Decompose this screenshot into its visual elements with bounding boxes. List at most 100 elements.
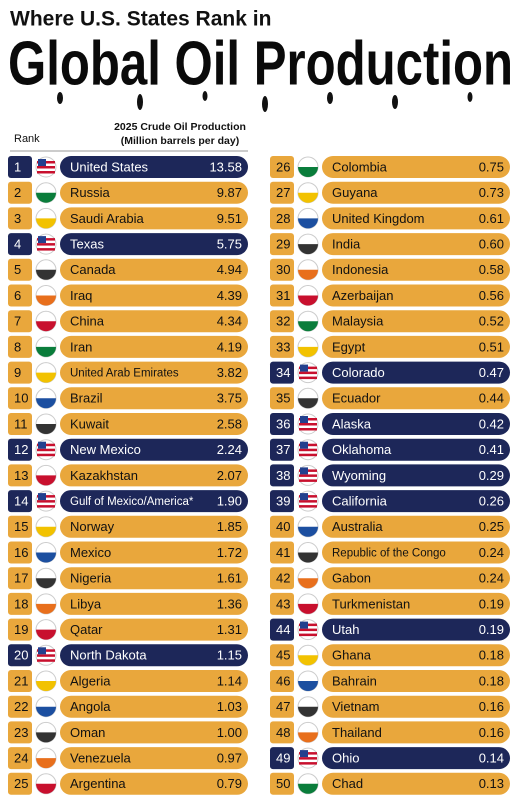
flag-band (36, 681, 56, 691)
flag-canton (300, 364, 308, 372)
name-pill (322, 310, 510, 333)
rank: 32 (276, 314, 290, 329)
flag-stripe (299, 500, 317, 503)
rank: 20 (14, 648, 28, 663)
value: 0.18 (479, 673, 504, 688)
flag-canton (300, 493, 308, 501)
name: Colorado (332, 365, 385, 380)
name-pill (322, 721, 510, 744)
flag-band (298, 706, 318, 717)
name-pill (60, 695, 248, 718)
flag-band (36, 192, 56, 203)
rank-box (8, 618, 32, 641)
value: 0.18 (479, 648, 504, 663)
flag-canton (38, 236, 46, 244)
name: Ohio (332, 751, 359, 766)
title-drips (57, 91, 473, 112)
name-pill (60, 284, 248, 307)
name: Texas (70, 237, 104, 252)
name-pill (60, 618, 248, 641)
value: 0.61 (479, 211, 504, 226)
name: Ghana (332, 648, 372, 663)
name-pill (322, 490, 510, 513)
name-pill (322, 233, 510, 256)
rank: 7 (14, 314, 21, 329)
name: Alaska (332, 416, 372, 431)
name: Thailand (332, 725, 382, 740)
name-pill (60, 156, 248, 178)
name: Nigeria (70, 571, 112, 586)
flag-stripe (299, 474, 317, 477)
value: 0.16 (479, 725, 504, 740)
flag-band (298, 192, 318, 203)
rank-box (270, 310, 294, 333)
name: Norway (70, 519, 115, 534)
name-pill (60, 207, 248, 230)
flag-band (36, 578, 56, 589)
value: 0.14 (479, 751, 504, 766)
name-pill (60, 335, 248, 358)
rank: 28 (276, 211, 290, 226)
rank-box (8, 258, 32, 281)
flag-stripe (299, 757, 317, 760)
rank: 18 (14, 596, 28, 611)
name: Gulf of Mexico/America* (70, 496, 194, 508)
flag-stripe (299, 628, 317, 632)
value: 2.58 (217, 416, 242, 431)
name-pill (60, 181, 248, 204)
name: Algeria (70, 673, 111, 688)
flag-band (298, 655, 318, 666)
title: Global Oil Production (8, 29, 513, 98)
name-pill (60, 515, 248, 538)
value: 0.19 (479, 622, 504, 637)
rank-box (270, 181, 294, 204)
name: Malaysia (332, 314, 384, 329)
name-pill (322, 207, 510, 230)
name-pill (60, 464, 248, 487)
name: New Mexico (70, 442, 141, 457)
value: 0.19 (479, 596, 504, 611)
flag-band (298, 244, 318, 255)
flag-band (298, 398, 318, 409)
rank-box (270, 258, 294, 281)
name-pill (60, 772, 248, 795)
flag-band (36, 424, 56, 434)
name: Angola (70, 699, 111, 714)
flag-band (36, 321, 56, 332)
flag-band (298, 578, 318, 589)
value: 1.14 (217, 673, 242, 688)
rank-box (270, 387, 294, 410)
value: 0.51 (479, 339, 504, 354)
name-pill (60, 233, 248, 256)
flag-canton (38, 647, 46, 655)
rank-box (8, 515, 32, 538)
flag-band (298, 526, 318, 537)
name-pill (322, 567, 510, 590)
flag-stripe (299, 453, 317, 457)
flag-band (298, 732, 318, 743)
rank-box (8, 644, 32, 667)
flag-band (298, 346, 318, 357)
flag-band (36, 783, 56, 794)
value: 1.72 (217, 545, 242, 560)
rank-box (8, 207, 32, 230)
name: Iraq (70, 288, 92, 303)
name-pill (60, 258, 248, 281)
rank: 1 (14, 159, 21, 174)
flag-stripe (37, 453, 55, 457)
flag-canton (38, 493, 46, 501)
flag-stripe (299, 371, 317, 375)
rank: 35 (276, 391, 290, 406)
rank: 47 (276, 699, 290, 714)
name-pill (60, 747, 248, 770)
name: Kazakhstan (70, 468, 138, 483)
name-pill (322, 695, 510, 718)
rank-box (8, 438, 32, 461)
name-pill (60, 567, 248, 590)
rank-box (270, 284, 294, 307)
name: Australia (332, 519, 383, 534)
rank: 37 (276, 442, 290, 457)
rank: 10 (14, 391, 28, 406)
flag-band (36, 629, 56, 640)
